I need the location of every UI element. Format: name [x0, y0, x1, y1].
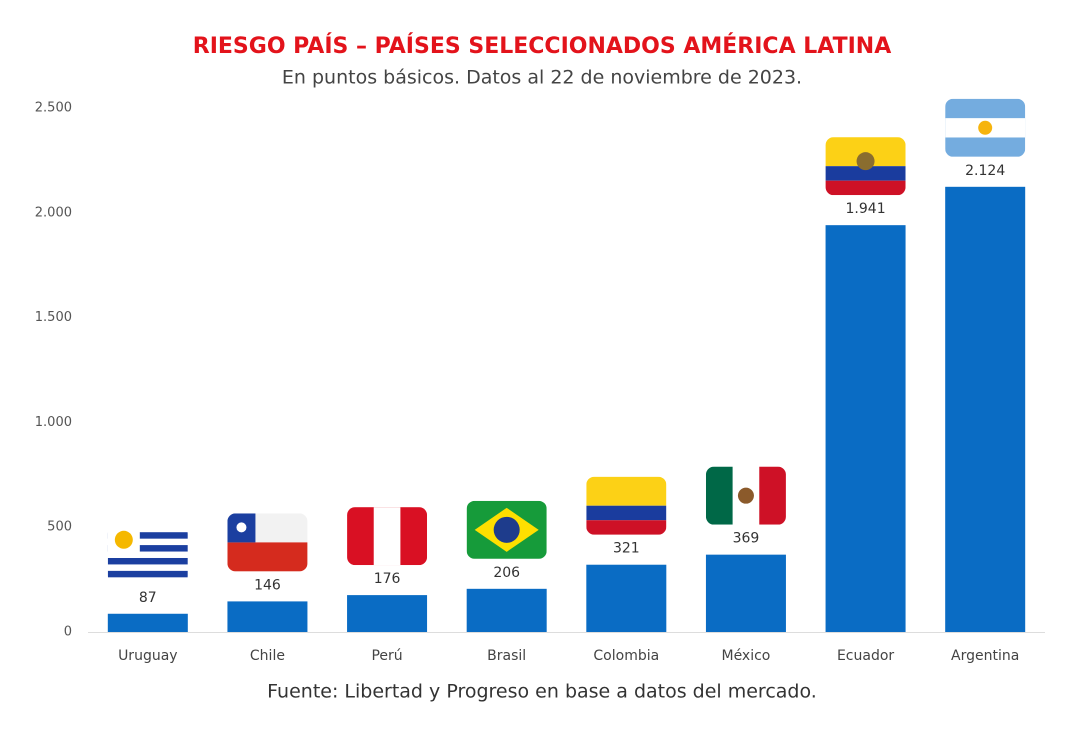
value-label: 87 — [139, 590, 157, 606]
y-tick-label: 2.000 — [35, 205, 72, 220]
y-tick-label: 0 — [64, 625, 72, 640]
flag-icon — [107, 525, 188, 584]
flag-icon — [347, 507, 428, 566]
x-tick-label: Colombia — [593, 648, 659, 664]
flag-part — [107, 532, 188, 539]
flag-part — [114, 530, 133, 549]
flag-part — [227, 542, 308, 572]
value-label: 1.941 — [846, 201, 886, 217]
bar — [107, 613, 188, 632]
y-tick-label: 1.500 — [35, 310, 72, 325]
x-tick-label: Ecuador — [837, 648, 894, 664]
x-tick-label: Uruguay — [118, 648, 178, 664]
x-tick-label: Argentina — [951, 648, 1019, 664]
flag-part — [737, 487, 754, 504]
flag-part — [107, 545, 188, 552]
y-tick-label: 500 — [47, 520, 72, 535]
flag-part — [236, 522, 247, 533]
bar — [825, 225, 906, 633]
x-tick-label: Brasil — [487, 648, 526, 664]
flag-part — [759, 466, 786, 525]
flag-icon — [586, 476, 667, 535]
value-label: 176 — [374, 571, 401, 587]
flag-part — [493, 516, 520, 543]
bar — [227, 601, 308, 632]
x-tick-label: Chile — [250, 648, 285, 664]
flag-part — [107, 570, 188, 578]
value-label: 146 — [254, 577, 281, 593]
y-tick-label: 2.500 — [35, 101, 72, 116]
bar — [705, 554, 786, 632]
source-note: Fuente: Libertad y Progreso en base a da… — [267, 681, 817, 703]
bar — [347, 595, 428, 632]
bar — [466, 588, 547, 632]
flag-part — [705, 466, 733, 525]
flag-part — [825, 166, 906, 181]
flag-part — [586, 505, 667, 521]
flag-part — [586, 476, 667, 506]
bar — [586, 564, 667, 632]
x-tick-label: México — [721, 648, 770, 664]
flag-icon — [825, 137, 906, 196]
flag-part — [856, 152, 875, 171]
flag-icon — [705, 466, 786, 525]
y-tick-label: 1.000 — [35, 415, 72, 430]
flag-part — [107, 557, 188, 565]
flag-icon — [227, 513, 308, 572]
value-label: 321 — [613, 541, 640, 557]
x-tick-label: Perú — [371, 648, 402, 664]
flag-part — [825, 180, 906, 196]
chart-title: RIESGO PAÍS – PAÍSES SELECCIONADOS AMÉRI… — [193, 33, 891, 59]
flag-part — [586, 520, 667, 535]
bar — [945, 186, 1026, 632]
flag-icon — [945, 98, 1026, 157]
value-label: 2.124 — [965, 163, 1005, 179]
value-label: 369 — [733, 531, 760, 547]
flag-part — [978, 120, 993, 135]
flag-icon — [466, 500, 547, 559]
chart-subtitle: En puntos básicos. Datos al 22 de noviem… — [282, 67, 802, 89]
value-label: 206 — [493, 565, 520, 581]
flag-part — [373, 507, 401, 566]
